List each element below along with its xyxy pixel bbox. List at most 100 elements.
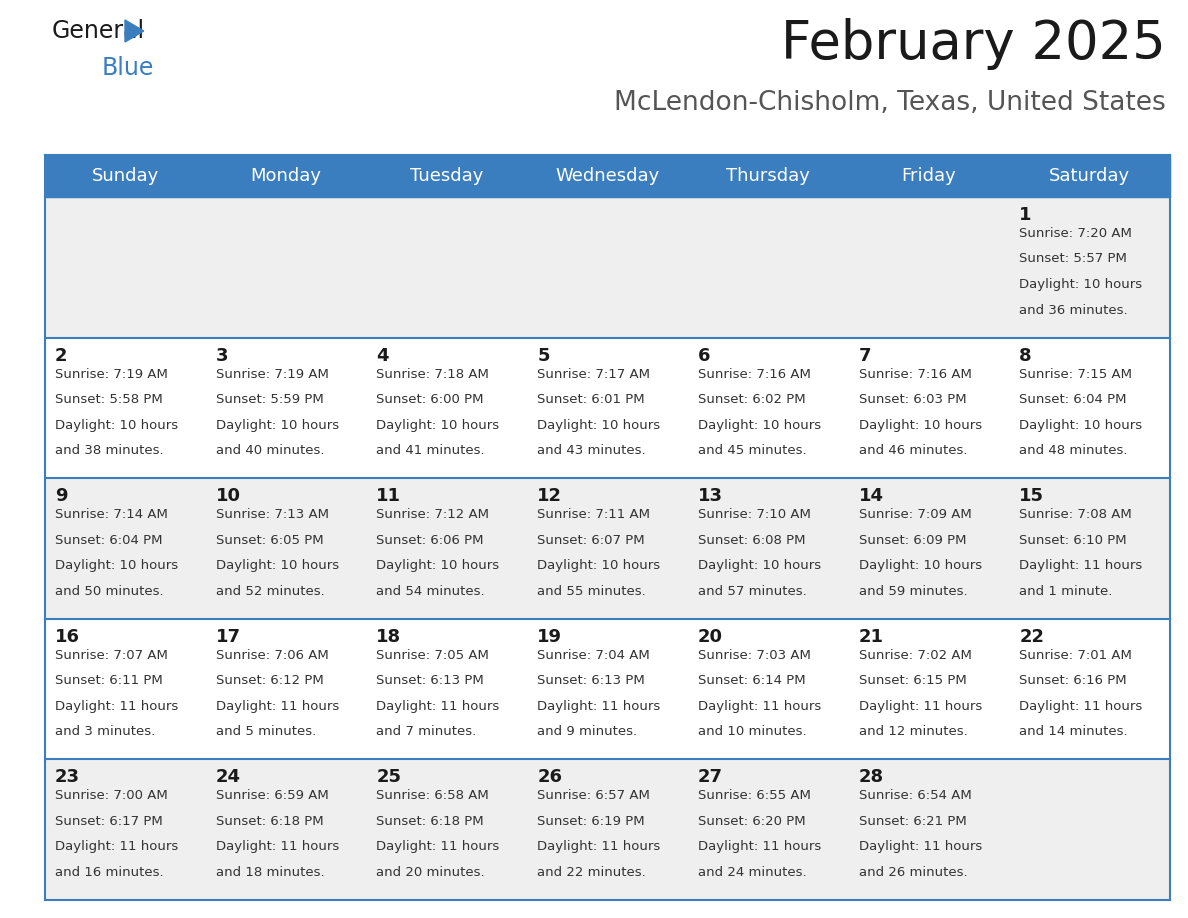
Text: and 26 minutes.: and 26 minutes. [859,866,967,879]
Text: Daylight: 10 hours: Daylight: 10 hours [216,419,339,431]
Bar [366,478,527,619]
Text: Daylight: 11 hours: Daylight: 11 hours [537,840,661,854]
Text: Sunset: 6:13 PM: Sunset: 6:13 PM [377,675,485,688]
Text: Sunrise: 7:11 AM: Sunrise: 7:11 AM [537,509,650,521]
Text: Daylight: 11 hours: Daylight: 11 hours [216,840,339,854]
Bar [45,619,206,759]
Text: 5: 5 [537,347,550,364]
Bar [848,619,1010,759]
Text: and 22 minutes.: and 22 minutes. [537,866,646,879]
Text: Sunset: 6:00 PM: Sunset: 6:00 PM [377,393,484,406]
Text: Sunrise: 7:15 AM: Sunrise: 7:15 AM [1019,367,1132,381]
Text: Sunrise: 7:04 AM: Sunrise: 7:04 AM [537,649,650,662]
Text: 20: 20 [697,628,722,645]
Text: Daylight: 10 hours: Daylight: 10 hours [1019,419,1143,431]
Bar [527,478,688,619]
Text: Sunrise: 6:55 AM: Sunrise: 6:55 AM [697,789,810,802]
Text: Sunset: 6:01 PM: Sunset: 6:01 PM [537,393,645,406]
Text: and 24 minutes.: and 24 minutes. [697,866,807,879]
Text: Sunset: 6:14 PM: Sunset: 6:14 PM [697,675,805,688]
Text: Daylight: 10 hours: Daylight: 10 hours [55,419,178,431]
Text: and 54 minutes.: and 54 minutes. [377,585,485,598]
Text: February 2025: February 2025 [782,18,1165,70]
Text: Sunrise: 7:08 AM: Sunrise: 7:08 AM [1019,509,1132,521]
Text: 4: 4 [377,347,388,364]
Text: Sunset: 6:05 PM: Sunset: 6:05 PM [216,533,323,547]
Text: Sunrise: 7:20 AM: Sunrise: 7:20 AM [1019,227,1132,240]
Text: and 55 minutes.: and 55 minutes. [537,585,646,598]
Text: Sunset: 6:17 PM: Sunset: 6:17 PM [55,815,163,828]
Bar [366,197,527,338]
Text: Sunset: 6:15 PM: Sunset: 6:15 PM [859,675,966,688]
Bar [45,759,206,900]
Bar [45,155,206,197]
Text: Daylight: 11 hours: Daylight: 11 hours [859,840,981,854]
Text: Sunrise: 7:10 AM: Sunrise: 7:10 AM [697,509,810,521]
Text: Sunset: 6:19 PM: Sunset: 6:19 PM [537,815,645,828]
Text: Sunrise: 7:01 AM: Sunrise: 7:01 AM [1019,649,1132,662]
Bar [366,338,527,478]
Text: and 38 minutes.: and 38 minutes. [55,444,164,457]
Text: Daylight: 10 hours: Daylight: 10 hours [859,559,981,572]
Bar [366,759,527,900]
Bar [1010,338,1170,478]
Text: 24: 24 [216,768,241,787]
Text: and 40 minutes.: and 40 minutes. [216,444,324,457]
Text: and 7 minutes.: and 7 minutes. [377,725,476,738]
Text: and 41 minutes.: and 41 minutes. [377,444,485,457]
Text: 16: 16 [55,628,80,645]
Text: Sunset: 6:02 PM: Sunset: 6:02 PM [697,393,805,406]
Bar [1010,478,1170,619]
Text: Sunset: 5:58 PM: Sunset: 5:58 PM [55,393,163,406]
Text: 1: 1 [1019,206,1032,224]
Bar [688,478,848,619]
Bar [848,338,1010,478]
Text: 21: 21 [859,628,884,645]
Text: Sunrise: 7:09 AM: Sunrise: 7:09 AM [859,509,972,521]
Text: Daylight: 11 hours: Daylight: 11 hours [377,700,500,712]
Text: Sunrise: 7:17 AM: Sunrise: 7:17 AM [537,367,650,381]
Text: and 1 minute.: and 1 minute. [1019,585,1113,598]
Text: 17: 17 [216,628,241,645]
Text: Daylight: 10 hours: Daylight: 10 hours [537,419,661,431]
Bar [688,155,848,197]
Text: and 36 minutes.: and 36 minutes. [1019,304,1127,317]
Text: Daylight: 10 hours: Daylight: 10 hours [537,559,661,572]
Text: and 3 minutes.: and 3 minutes. [55,725,156,738]
Text: and 9 minutes.: and 9 minutes. [537,725,637,738]
Text: and 43 minutes.: and 43 minutes. [537,444,646,457]
Text: 23: 23 [55,768,80,787]
Bar [366,155,527,197]
Text: 8: 8 [1019,347,1032,364]
Text: Sunrise: 7:14 AM: Sunrise: 7:14 AM [55,509,168,521]
Bar [688,197,848,338]
Text: General: General [52,19,145,43]
Bar [366,619,527,759]
Text: and 10 minutes.: and 10 minutes. [697,725,807,738]
Text: Sunrise: 7:19 AM: Sunrise: 7:19 AM [216,367,329,381]
Text: and 59 minutes.: and 59 minutes. [859,585,967,598]
Text: 12: 12 [537,487,562,505]
Text: 19: 19 [537,628,562,645]
Bar [206,197,366,338]
Text: Daylight: 10 hours: Daylight: 10 hours [697,419,821,431]
Text: Sunset: 6:21 PM: Sunset: 6:21 PM [859,815,966,828]
Text: Daylight: 11 hours: Daylight: 11 hours [859,700,981,712]
Text: Sunrise: 6:59 AM: Sunrise: 6:59 AM [216,789,328,802]
Text: and 18 minutes.: and 18 minutes. [216,866,324,879]
Text: 10: 10 [216,487,241,505]
Text: Monday: Monday [251,167,322,185]
Text: Sunrise: 7:12 AM: Sunrise: 7:12 AM [377,509,489,521]
Text: Sunrise: 7:06 AM: Sunrise: 7:06 AM [216,649,328,662]
Text: Sunset: 5:57 PM: Sunset: 5:57 PM [1019,252,1127,265]
Text: Sunset: 6:09 PM: Sunset: 6:09 PM [859,533,966,547]
Bar [206,619,366,759]
Text: Sunrise: 6:58 AM: Sunrise: 6:58 AM [377,789,489,802]
Bar [527,155,688,197]
Text: Daylight: 11 hours: Daylight: 11 hours [55,840,178,854]
Text: 27: 27 [697,768,722,787]
Text: 22: 22 [1019,628,1044,645]
Bar [45,478,206,619]
Bar [206,155,366,197]
Bar [45,197,206,338]
